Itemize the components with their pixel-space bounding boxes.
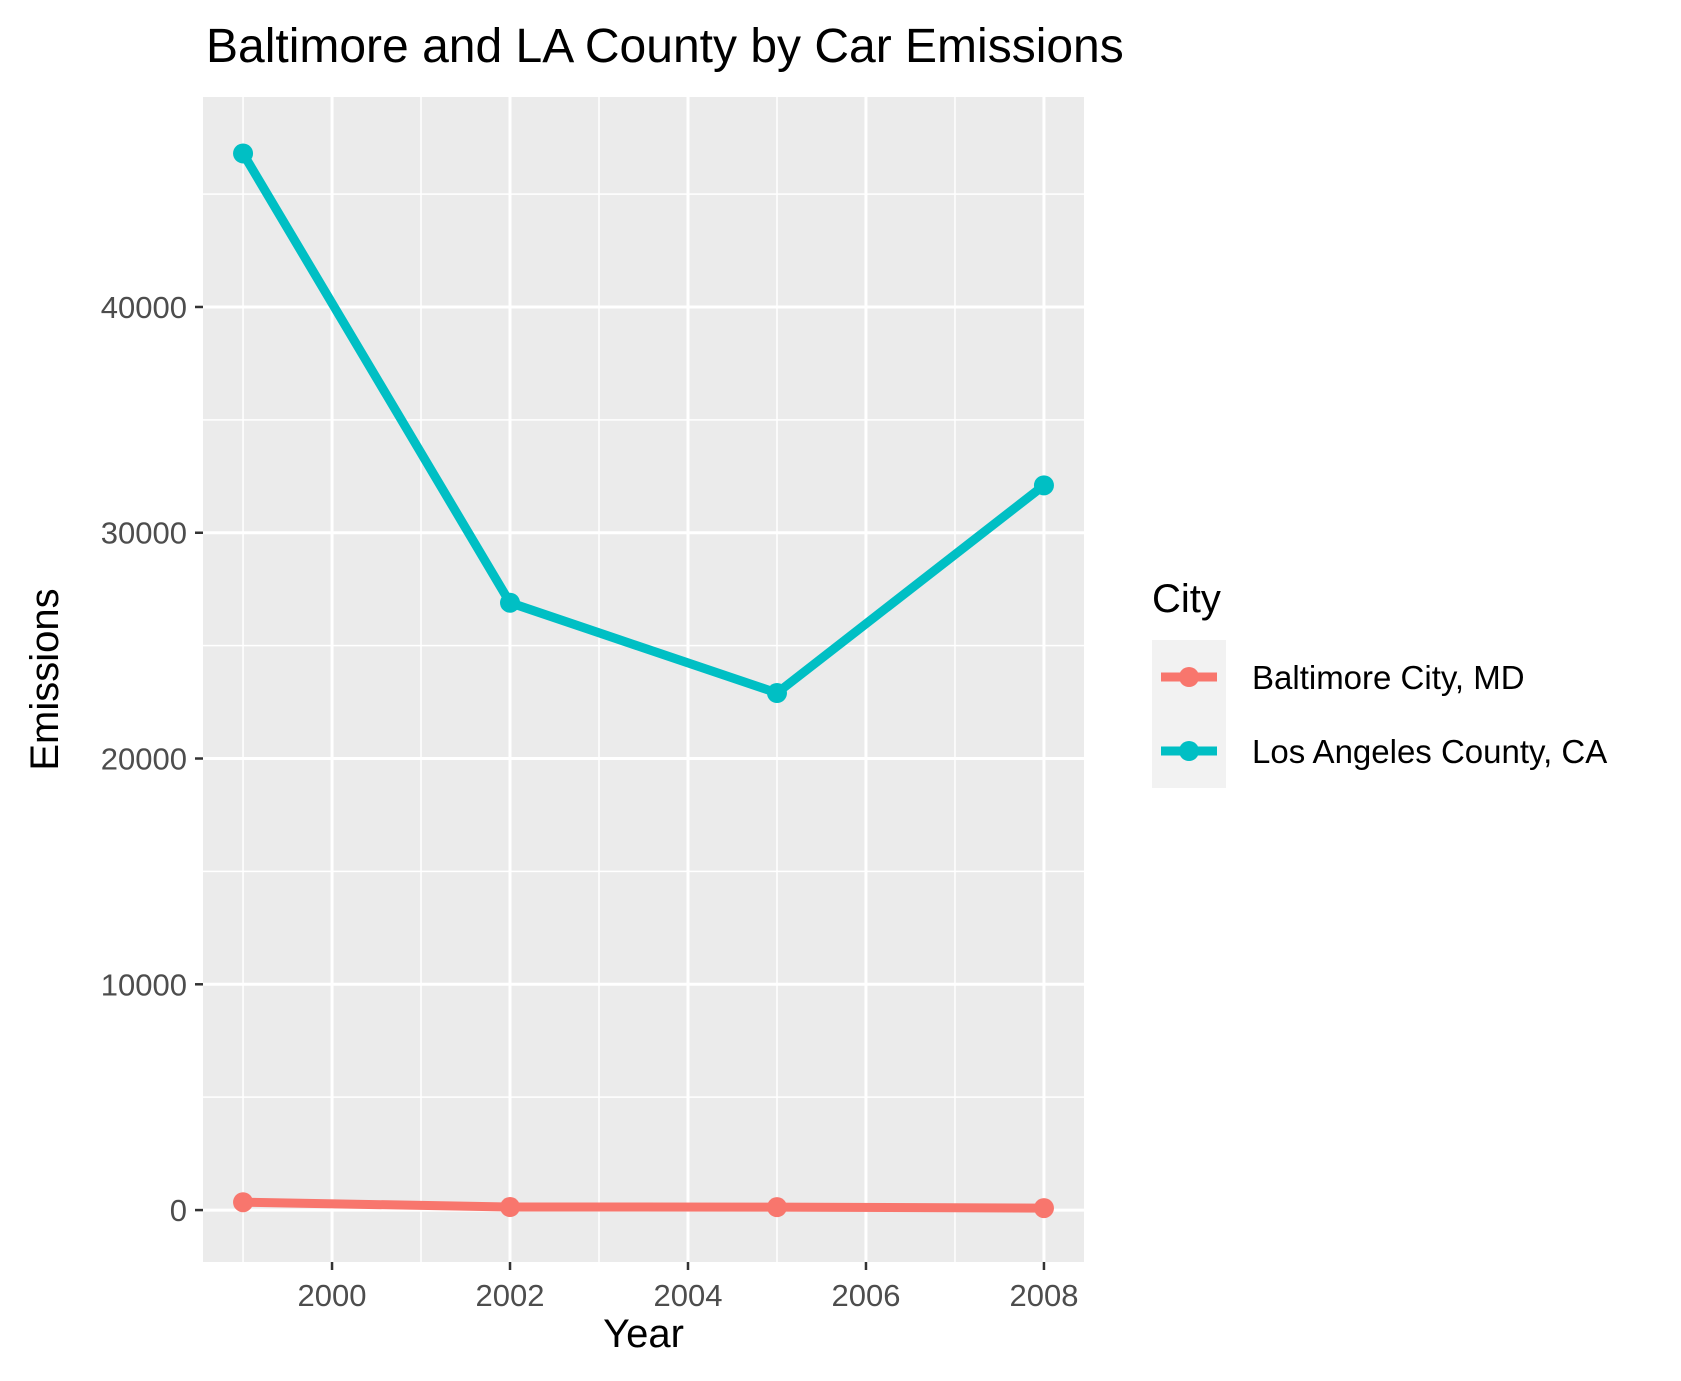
data-point — [766, 683, 787, 704]
series-2 — [233, 143, 1054, 704]
x-tick-label: 2008 — [1009, 1278, 1078, 1313]
y-tick-label: 30000 — [101, 516, 187, 551]
series-1 — [233, 1192, 1054, 1219]
data-point — [500, 1197, 521, 1218]
series-line — [239, 151, 1047, 698]
legend-key-point — [1179, 667, 1199, 687]
y-tick-label: 20000 — [101, 742, 187, 777]
legend-label: Baltimore City, MD — [1252, 659, 1525, 696]
x-tick-label: 2002 — [476, 1278, 545, 1313]
data-point — [1033, 1198, 1054, 1219]
legend-item: Los Angeles County, CA — [1152, 714, 1607, 788]
y-axis: 0 10000 20000 30000 40000 — [101, 290, 203, 1228]
legend-items: Baltimore City, MD Los Angeles County, CA — [1152, 640, 1607, 788]
plot-panel — [203, 97, 1084, 1262]
x-axis-title: Year — [603, 1312, 684, 1356]
y-tick-label: 40000 — [101, 290, 187, 325]
data-point — [233, 143, 254, 164]
series-line — [242, 1197, 1045, 1213]
data-point — [500, 592, 521, 613]
x-axis: 2000 2002 2004 2006 2008 — [298, 1262, 1078, 1313]
y-tick-label: 10000 — [101, 967, 187, 1002]
data-point — [233, 1192, 254, 1213]
legend-title: City — [1152, 577, 1221, 621]
legend-key-point — [1179, 741, 1199, 761]
data-series — [233, 143, 1054, 1219]
data-point — [766, 1197, 787, 1218]
chart-title: Baltimore and LA County by Car Emissions — [206, 20, 1124, 73]
data-point — [1033, 475, 1054, 496]
legend-item: Baltimore City, MD — [1152, 640, 1525, 714]
legend-label: Los Angeles County, CA — [1252, 733, 1607, 770]
x-tick-label: 2000 — [298, 1278, 367, 1313]
x-tick-label: 2004 — [654, 1278, 723, 1313]
y-axis-title: Emissions — [23, 588, 67, 770]
x-tick-label: 2006 — [831, 1278, 900, 1313]
y-tick-label: 0 — [170, 1193, 187, 1228]
legend: City Baltimore City, MD Los Angeles Count… — [1152, 577, 1607, 788]
gridlines — [203, 97, 1084, 1262]
